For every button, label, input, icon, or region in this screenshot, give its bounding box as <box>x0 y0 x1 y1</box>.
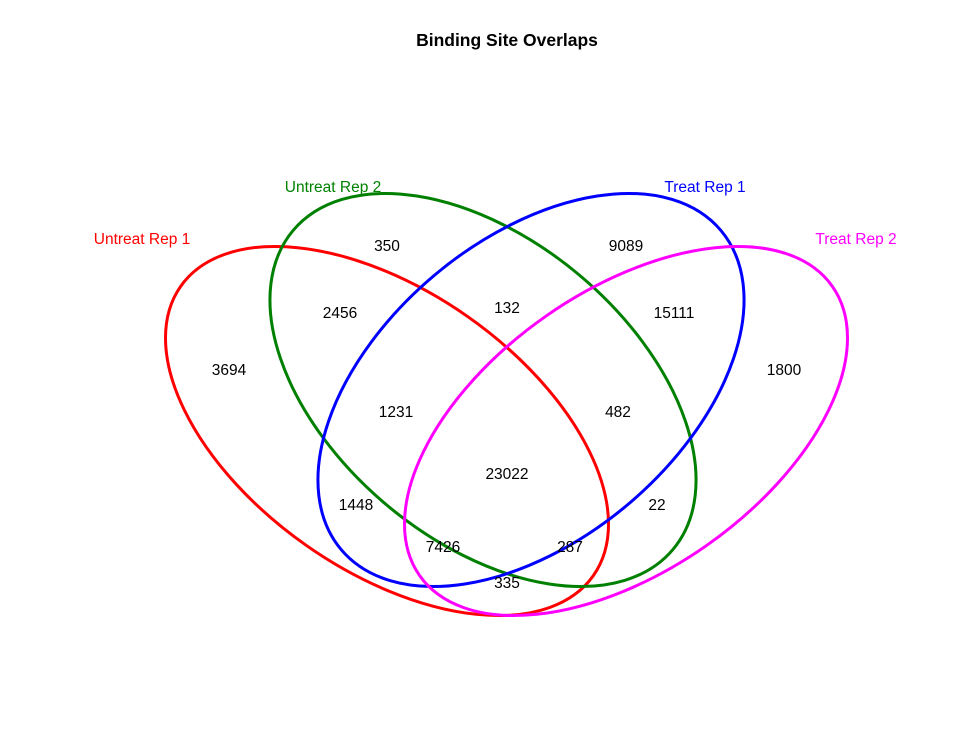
count-untreat-rep2-only: 350 <box>374 238 400 255</box>
untreat-rep2-ellipse <box>268 191 698 589</box>
count-treat-rep1-only: 9089 <box>609 238 643 255</box>
treat-rep1-ellipse <box>316 191 746 589</box>
count-untreat-rep1-only: 3694 <box>212 362 247 379</box>
count-u1-t2: 335 <box>494 575 520 592</box>
untreat-rep2-label: Untreat Rep 2 <box>285 179 382 196</box>
count-u1-t1: 1448 <box>339 497 373 514</box>
count-u1-u2: 2456 <box>323 305 357 322</box>
untreat-rep1-ellipse <box>164 244 610 618</box>
treat-rep2-label: Treat Rep 2 <box>815 231 896 248</box>
count-u2-t1: 132 <box>494 300 520 317</box>
count-t1-t2: 15111 <box>654 305 695 322</box>
count-u2-t1-t2: 482 <box>605 404 631 421</box>
treat-rep2-ellipse <box>403 244 849 618</box>
count-treat-rep2-only: 1800 <box>767 362 802 379</box>
diagram-title: Binding Site Overlaps <box>416 30 598 50</box>
untreat-rep1-label: Untreat Rep 1 <box>94 231 191 248</box>
count-u1-u2-t2: 287 <box>557 539 583 556</box>
count-u1-t1-t2: 7426 <box>426 539 460 556</box>
count-u1-u2-t1: 1231 <box>379 404 413 421</box>
count-all-four: 23022 <box>485 466 528 483</box>
treat-rep1-label: Treat Rep 1 <box>664 179 745 196</box>
count-u2-t2: 22 <box>648 497 665 514</box>
